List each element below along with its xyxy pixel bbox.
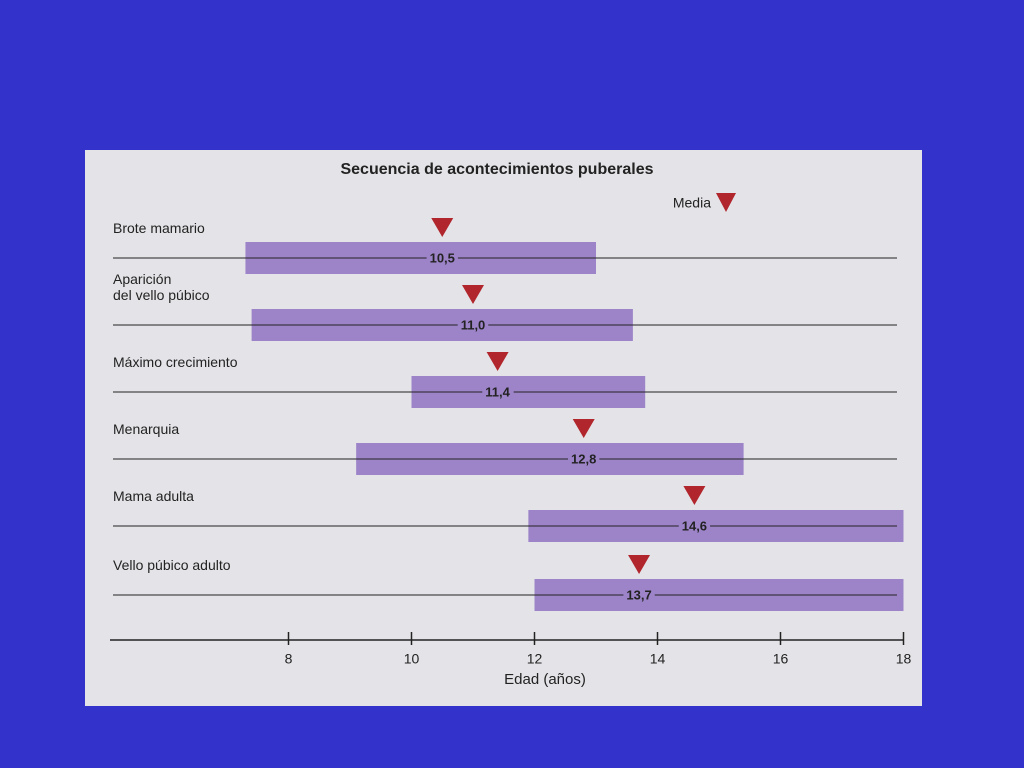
legend-marker (716, 193, 736, 212)
mean-label-bg (568, 451, 600, 467)
mean-marker (431, 218, 454, 237)
mean-label-bg (457, 317, 489, 333)
category-label: Máximo crecimiento (113, 354, 238, 370)
category-label: Menarquia (113, 421, 180, 437)
category-label: Vello púbico adulto (113, 557, 231, 573)
mean-label-bg (678, 518, 711, 534)
x-tick-label: 8 (285, 651, 293, 667)
mean-label: 12,8 (571, 451, 596, 466)
x-tick-label: 18 (896, 651, 912, 667)
mean-label-bg (426, 250, 458, 266)
x-tick-label: 12 (527, 651, 543, 667)
mean-marker (486, 352, 509, 371)
x-tick-label: 16 (773, 651, 789, 667)
mean-marker (683, 486, 706, 505)
mean-label-bg (482, 384, 514, 400)
category-label: Mama adulta (113, 488, 194, 504)
mean-label: 11,0 (461, 317, 486, 332)
x-tick-label: 14 (650, 651, 666, 667)
mean-marker (462, 285, 484, 304)
mean-marker (628, 555, 651, 574)
mean-label: 10,5 (430, 250, 455, 265)
x-axis-label: Edad (años) (504, 671, 586, 688)
category-label: Brote mamario (113, 220, 205, 236)
legend-label: Media (673, 195, 711, 211)
chart-title: Secuencia de acontecimientos puberales (340, 161, 653, 178)
category-label: Aparición del vello púbico (113, 271, 210, 303)
mean-label-bg (623, 587, 655, 603)
mean-label: 14,6 (682, 518, 707, 533)
mean-label: 11,4 (485, 384, 510, 399)
x-tick-label: 10 (404, 651, 420, 667)
mean-label: 13,7 (626, 587, 651, 602)
mean-marker (572, 419, 595, 438)
